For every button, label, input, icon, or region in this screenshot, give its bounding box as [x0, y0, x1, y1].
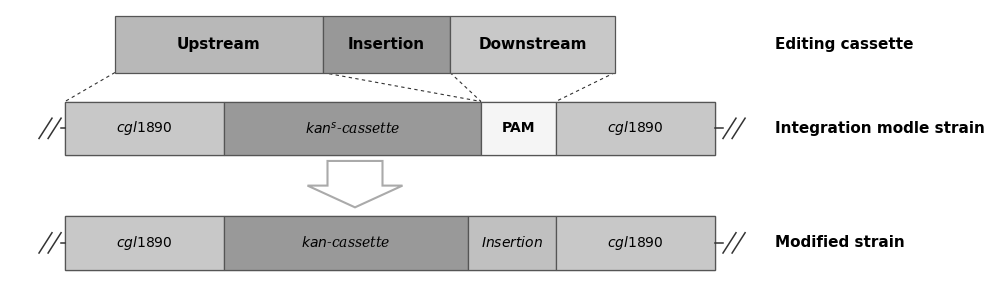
- Text: Integration modle strain: Integration modle strain: [775, 121, 985, 136]
- Bar: [65, 216, 224, 270]
- Text: $cgl1890$: $cgl1890$: [116, 234, 173, 252]
- Text: PAM: PAM: [502, 121, 535, 135]
- Text: $cgl1890$: $cgl1890$: [607, 119, 664, 137]
- Bar: [468, 216, 556, 270]
- Text: $cgl1890$: $cgl1890$: [116, 119, 173, 137]
- Text: Downstream: Downstream: [478, 37, 587, 52]
- Bar: [481, 102, 556, 155]
- Text: Upstream: Upstream: [177, 37, 261, 52]
- Bar: [224, 102, 481, 155]
- Text: $kan$-cassette: $kan$-cassette: [301, 235, 391, 250]
- Polygon shape: [308, 161, 402, 207]
- Bar: [224, 216, 468, 270]
- Text: Insertion: Insertion: [348, 37, 425, 52]
- Text: $cgl1890$: $cgl1890$: [607, 234, 664, 252]
- Bar: [556, 102, 715, 155]
- Bar: [65, 102, 715, 155]
- Bar: [65, 102, 224, 155]
- Text: $kan^s$-cassette: $kan^s$-cassette: [305, 120, 400, 136]
- Bar: [115, 16, 322, 72]
- Text: Editing cassette: Editing cassette: [775, 37, 914, 52]
- Bar: [65, 216, 715, 270]
- Text: Modified strain: Modified strain: [775, 235, 905, 250]
- Text: $Insertion$: $Insertion$: [481, 235, 543, 250]
- Bar: [322, 16, 450, 72]
- Bar: [556, 216, 715, 270]
- Bar: [450, 16, 615, 72]
